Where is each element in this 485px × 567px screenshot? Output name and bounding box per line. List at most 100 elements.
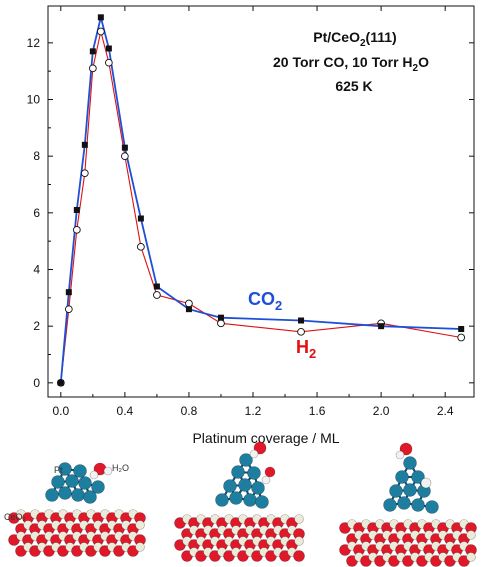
data-point-h2	[217, 319, 225, 328]
pt-label: Pt	[54, 465, 63, 475]
y-tick-label: 4	[33, 263, 40, 277]
platinum-atom	[73, 464, 87, 478]
data-point-h2	[96, 27, 105, 36]
y-tick-label: 0	[33, 376, 40, 390]
plot-border	[47, 5, 475, 398]
platinum-atom	[229, 491, 243, 505]
x-tick-label: 0.0	[52, 404, 69, 418]
hydrogen-atom	[89, 470, 99, 480]
water-oxygen-atom	[264, 466, 276, 478]
platinum-atom	[58, 486, 72, 500]
platinum-atom	[383, 498, 397, 512]
data-point-h2	[72, 225, 81, 234]
y-tick-label: 8	[33, 149, 40, 163]
cerium-atom	[466, 530, 476, 540]
axes: 0.0 0.4 0.8 1.2 1.6 2.0 2.4 0 2 4 6 8 10 12 Platinum c…	[27, 6, 474, 446]
platinum-atom	[91, 480, 105, 494]
data-point-co2	[105, 45, 112, 52]
data-point-co2	[153, 283, 160, 290]
series-layer	[56, 14, 466, 387]
data-point-h2	[185, 299, 193, 308]
platinum-atom	[243, 493, 257, 507]
data-point-co2	[458, 326, 465, 332]
data-point-h2	[153, 291, 161, 299]
platinum-atom	[425, 500, 439, 514]
data-point-co2	[378, 323, 385, 330]
data-point-h2	[121, 152, 129, 161]
platinum-atom	[231, 465, 245, 479]
hydrogen-atom	[103, 466, 113, 476]
ceo2-label: CeO₂	[4, 512, 27, 522]
labels-layer: Pt/CeO2(111) 20 Torr CO, 10 Torr H2O 625 K…	[248, 29, 429, 361]
annotation-pressure: 20 Torr CO, 10 Torr H2O	[273, 54, 429, 74]
x-axis-label: Platinum coverage / ML	[192, 430, 339, 446]
x-tick-label: 2.0	[373, 404, 390, 418]
data-point-co2	[217, 314, 224, 321]
x-tick-label: 0.4	[117, 404, 134, 418]
water-oxygen-atom	[253, 441, 267, 455]
data-point-co2	[65, 289, 72, 296]
data-point-co2	[185, 306, 192, 313]
platinum-atom	[58, 462, 72, 476]
cerium-atom	[294, 514, 304, 524]
data-point-co2	[89, 48, 96, 55]
water-oxygen-atom	[399, 442, 413, 456]
data-point-co2	[73, 207, 80, 213]
data-point-co2	[97, 14, 104, 21]
oxygen-atom	[293, 550, 305, 562]
cerium-atom	[294, 536, 304, 546]
annotation-temperature: 625 K	[335, 78, 372, 94]
platinum-atom	[65, 474, 79, 488]
platinum-atom	[78, 476, 92, 490]
y-tick-label: 12	[27, 36, 41, 50]
h2o-label: H₂O	[112, 463, 129, 473]
x-tick-label: 1.6	[309, 404, 326, 418]
platinum-atom	[397, 496, 411, 510]
data-point-h2	[64, 305, 73, 314]
platinum-atom	[71, 488, 85, 502]
data-point-h2	[137, 242, 145, 251]
platinum-atom	[51, 475, 65, 489]
annotation-catalyst: Pt/CeO2(111)	[313, 29, 396, 49]
data-point-h2	[297, 327, 305, 336]
platinum-atom	[45, 488, 59, 502]
hydrogen-atom	[261, 475, 271, 485]
y-tick-label: 10	[27, 93, 41, 107]
cerium-atom	[135, 520, 145, 530]
data-point-co2	[298, 317, 305, 324]
hydrogen-atom	[249, 449, 259, 459]
cerium-atom	[466, 552, 476, 562]
platinum-atom	[239, 453, 253, 467]
platinum-atom	[255, 495, 269, 509]
y-tick-label: 2	[33, 319, 40, 333]
data-point-h2	[105, 58, 113, 67]
data-point-co2	[81, 141, 88, 148]
platinum-atom	[395, 470, 409, 484]
platinum-atom	[403, 456, 417, 470]
hydrogen-atom	[395, 450, 405, 460]
platinum-atom	[215, 493, 229, 507]
series-label-co2: CO2	[248, 289, 282, 313]
data-point-h2	[88, 64, 97, 73]
platinum-atom	[389, 484, 403, 498]
platinum-atom	[403, 483, 417, 497]
platinum-atom	[411, 498, 425, 512]
data-point-co2	[57, 379, 64, 386]
platinum-atom	[223, 479, 237, 493]
platinum-atom	[251, 481, 265, 495]
platinum-atom	[247, 466, 261, 480]
series-label-h2: H2	[296, 337, 316, 361]
data-point-co2	[121, 144, 128, 151]
x-tick-label: 2.4	[437, 404, 454, 418]
data-point-h2	[457, 333, 466, 342]
cerium-atom	[135, 542, 145, 552]
platinum-atom	[411, 470, 425, 484]
hydrogen-atom	[420, 477, 432, 489]
data-point-co2	[137, 215, 144, 222]
structures-panel: Pt H₂O CeO₂	[4, 441, 477, 567]
platinum-atom	[238, 478, 252, 492]
platinum-atom	[83, 490, 97, 504]
x-tick-label: 0.8	[181, 404, 198, 418]
data-point-h2	[80, 169, 89, 178]
